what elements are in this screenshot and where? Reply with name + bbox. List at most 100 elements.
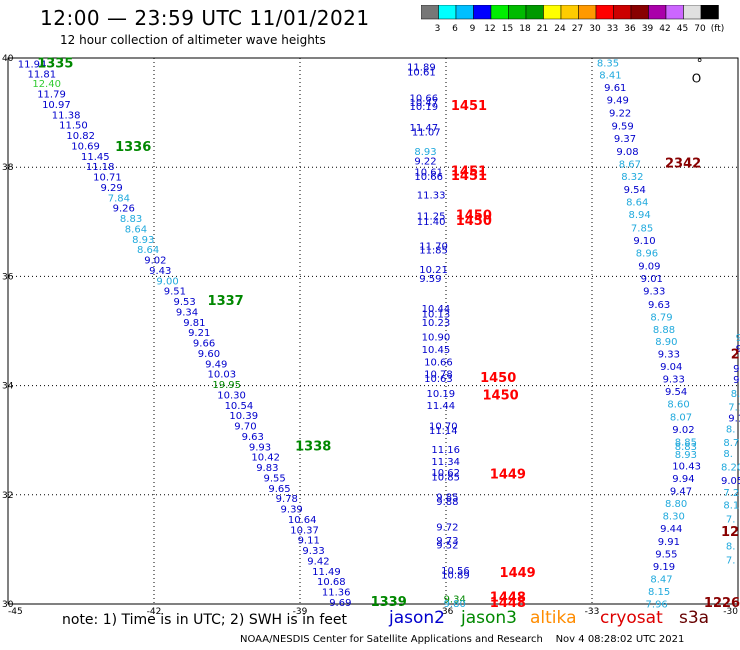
wave-height-label: 11.16 (431, 445, 460, 456)
legend-s3a: s3a (679, 608, 710, 628)
wave-height-label: 19.95 (212, 380, 241, 391)
colorbar-label: 9 (470, 24, 476, 34)
wave-height-label: 9.22 (609, 109, 631, 120)
pass-time-label: 1226 (704, 596, 740, 611)
wave-height-label: 10.89 (441, 571, 470, 582)
footer-timestamp: Nov 4 08:28:02 UTC 2021 (555, 634, 685, 645)
wave-height-label: 9.47 (670, 487, 692, 498)
y-tick-label: 32 (2, 491, 13, 501)
wave-height-label: 9.51 (164, 287, 186, 298)
wave-height-label: 8.20 (721, 463, 740, 474)
wave-height-label: 9.55 (655, 549, 677, 560)
y-tick-label: 38 (2, 163, 14, 173)
wave-height-label: 11.36 (322, 588, 351, 599)
wave-height-label: 9.29 (100, 183, 122, 194)
pass-time-label: 1336 (115, 140, 151, 155)
colorbar-label: 12 (484, 24, 495, 34)
wave-height-label: 9.60 (198, 349, 220, 360)
y-tick-label: 40 (2, 54, 14, 64)
wave-height-label: 8.85 (675, 437, 697, 448)
wave-height-label: 10.42 (251, 453, 280, 464)
wave-height-label: 9.73 (436, 536, 458, 547)
wave-height-label: 9.00 (156, 276, 178, 287)
wave-height-label: 10.69 (71, 141, 100, 152)
wave-height-label: 11.44 (427, 401, 456, 412)
wave-height-label: 10.13 (422, 310, 451, 321)
wave-height-label: 8.93 (414, 147, 436, 158)
wave-height-label: 10.23 (422, 318, 451, 329)
wave-height-label: 9. (736, 344, 740, 355)
wave-height-label: 9.55 (264, 473, 286, 484)
wave-height-label: 8. (726, 424, 736, 435)
wave-height-label: 9.66 (193, 339, 215, 350)
pass-time-label: 1335 (37, 57, 73, 72)
wave-height-label: 9.12 (728, 413, 740, 424)
colorbar-swatch (700, 5, 719, 20)
wave-height-label: 9.49 (205, 359, 227, 370)
wave-height-label: 8.15 (648, 587, 670, 598)
wave-height-label: 9.33 (658, 349, 680, 360)
wave-height-label: 9.88 (436, 497, 458, 508)
wave-height-label: 9.04 (660, 362, 682, 373)
wave-height-label: 11.79 (37, 90, 66, 101)
wave-height-label: 10.63 (424, 374, 453, 385)
wave-height-label: 9.09 (638, 262, 660, 273)
wave-height-label: 9.22 (414, 157, 436, 168)
wave-height-label: 10.03 (208, 370, 237, 381)
footer-credit-text: NOAA/NESDIS Center for Satellite Applica… (240, 634, 543, 645)
wave-height-label: 11.18 (86, 162, 115, 173)
pass-time-label: 1451 (451, 99, 487, 114)
wave-height-label: 11.07 (412, 127, 441, 138)
wave-height-label: 9.34 (176, 307, 198, 318)
wave-height-label: 10.90 (422, 333, 451, 344)
wave-height-label: 9.85 (436, 493, 458, 504)
orbit-mark: O (692, 72, 701, 86)
wave-height-label: 11.40 (417, 217, 446, 228)
wave-height-label: 8.93 (675, 450, 697, 461)
wave-height-label: 10.66 (410, 93, 439, 104)
wave-height-label: 9.39 (281, 505, 303, 516)
wave-height-label: 9.61 (604, 83, 626, 94)
wave-height-label: 8.64 (626, 198, 648, 209)
wave-height-label: 9.53 (173, 297, 195, 308)
wave-height-label: 8. (723, 449, 733, 460)
wave-height-label: 10.70 (429, 422, 458, 433)
wave-height-label: 10.78 (424, 370, 453, 381)
wave-height-label: 10.61 (414, 168, 443, 179)
wave-height-label: 9.01 (641, 274, 663, 285)
wave-height-label: 8.90 (655, 337, 677, 348)
wave-height-label: 9.08 (616, 147, 638, 158)
colorbar-label: 3 (435, 24, 441, 34)
wave-height-label: 9.33 (663, 375, 685, 386)
wave-height-label: 7.77 (728, 402, 740, 413)
wave-height-label: 11.25 (417, 211, 446, 222)
pass-time-label: 1450 (480, 371, 516, 386)
wave-height-label: 9.02 (672, 425, 694, 436)
chart-subtitle: 12 hour collection of altimeter wave hei… (60, 33, 326, 47)
wave-height-label: 8.83 (120, 214, 142, 225)
colorbar-label: 36 (624, 24, 636, 34)
wave-height-label: 11.45 (81, 152, 110, 163)
footer-credit: NOAA/NESDIS Center for Satellite Applica… (240, 634, 684, 645)
wave-height-label: 9.63 (242, 432, 264, 443)
wave-height-label: 11.33 (417, 191, 446, 202)
color-scale-legend: 3 6 9 12 15 18 21 24 27 30 33 36 39 42 45 70 (ft) (421, 5, 724, 34)
wave-height-label: 10.21 (419, 265, 448, 276)
wave-height-label: 7. (726, 555, 736, 566)
wave-height-label: 10.19 (427, 389, 456, 400)
pass-time-label: 1338 (295, 439, 331, 454)
pass-time-label: 1339 (371, 595, 407, 610)
wave-height-label: 12.40 (32, 79, 61, 90)
wave-height-label: 10.62 (431, 468, 460, 479)
wave-height-label: 9.65 (268, 484, 290, 495)
wave-height-label: 8.07 (670, 412, 692, 423)
wave-height-label: 11.94 (18, 60, 47, 71)
wave-height-label: 8.67 (619, 159, 641, 170)
wave-height-label: 9.37 (614, 134, 636, 145)
colorbar-label: 42 (659, 24, 670, 34)
wave-height-label: 10.61 (407, 68, 436, 79)
wave-height-label: 9.29 (733, 375, 740, 386)
colorbar-label: 24 (554, 24, 566, 34)
colorbar-label: 21 (537, 24, 548, 34)
legend-jason2: jason2 (389, 608, 445, 628)
